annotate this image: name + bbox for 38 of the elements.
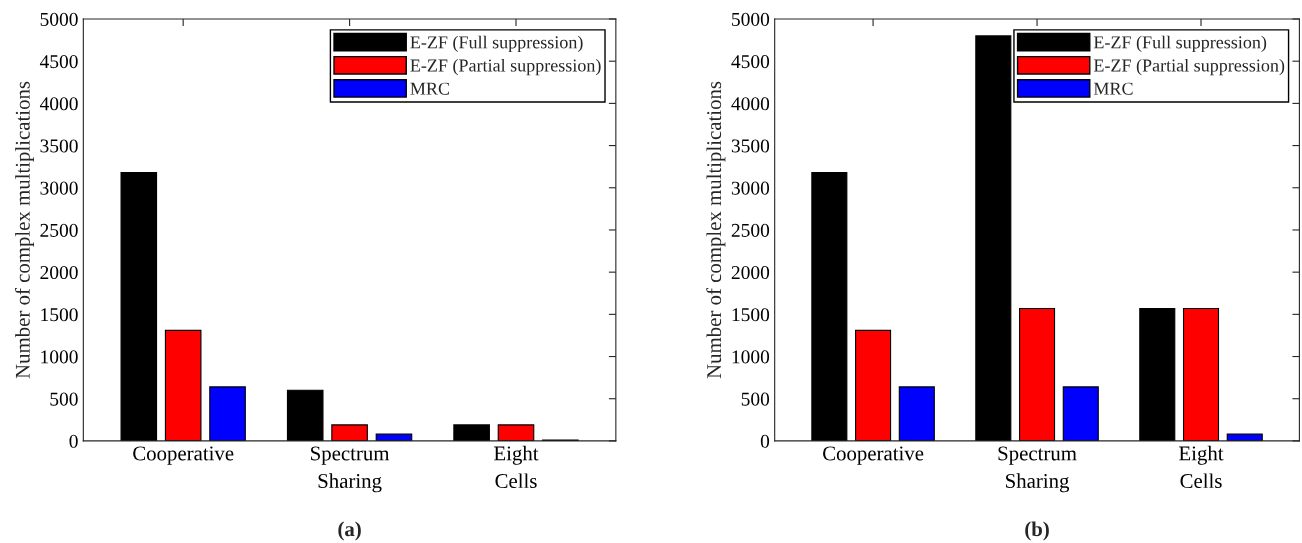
x-tick-label: Eight Cells: [1179, 445, 1224, 489]
y-tick-label: 3000: [40, 181, 78, 195]
y-tick-label: 5000: [40, 12, 78, 26]
legend-label: MRC: [1093, 82, 1133, 95]
y-axis-title: Number of complex multiplications: [706, 81, 726, 379]
y-tick-label: 1500: [732, 308, 770, 322]
y-tick-label: 1000: [732, 350, 770, 364]
y-tick-label: 2000: [40, 265, 78, 280]
legend-label: E-ZF (Partial suppression): [1093, 58, 1285, 76]
x-tick-label: Eight Cells: [494, 445, 539, 489]
x-tick-label: Cooperative: [823, 446, 924, 465]
y-tick-label: 4500: [731, 55, 770, 69]
x-tick-label: Cooperative: [133, 446, 234, 465]
y-tick-label: 1500: [41, 308, 78, 322]
legend-label: E-ZF (Full suppression): [1093, 35, 1267, 53]
y-tick-label: 500: [50, 392, 78, 406]
y-tick-label: 0: [760, 434, 770, 448]
legend-label: MRC: [410, 82, 449, 95]
y-tick-label: 4000: [39, 97, 78, 111]
y-tick-label: 4000: [731, 97, 770, 111]
y-tick-label: 2500: [40, 223, 78, 237]
y-tick-label: 0: [69, 434, 78, 448]
legend-label: E-ZF (Full suppression): [410, 35, 583, 53]
y-tick-label: 2500: [731, 223, 770, 237]
y-tick-label: 5000: [732, 12, 770, 26]
text: (b): [1025, 521, 1049, 541]
y-tick-label: 1000: [41, 350, 78, 364]
y-tick-label: 2000: [731, 265, 770, 280]
y-tick-label: 3000: [731, 181, 770, 195]
x-tick-label: Spectrum Sharing: [998, 446, 1077, 493]
y-tick-label: 3500: [731, 139, 770, 153]
y-tick-label: 3500: [40, 139, 78, 153]
y-axis-title: Number of complex multiplications: [14, 81, 35, 379]
x-tick-label: Spectrum Sharing: [311, 446, 390, 493]
y-tick-label: 4500: [39, 55, 78, 69]
text: (a): [338, 521, 361, 541]
y-tick-label: 500: [741, 392, 770, 406]
legend-label: E-ZF (Partial suppression): [410, 58, 601, 76]
